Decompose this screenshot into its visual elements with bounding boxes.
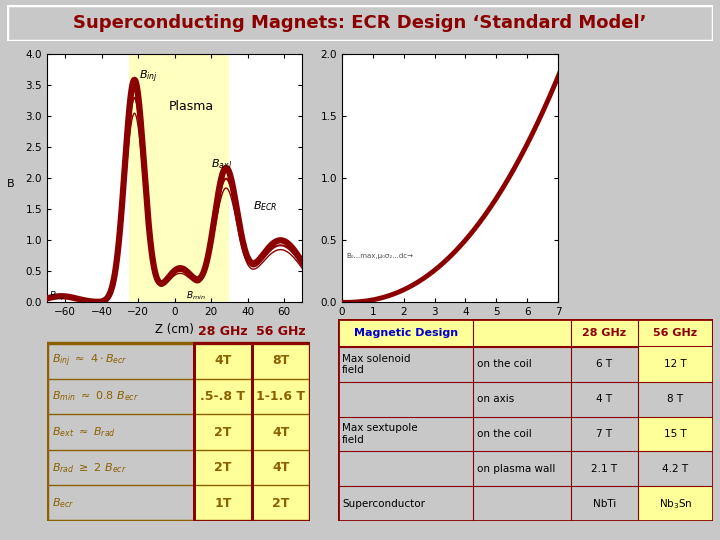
Text: $B_{ECR}$: $B_{ECR}$: [253, 199, 278, 213]
Text: 2.1 T: 2.1 T: [591, 464, 617, 474]
Text: .5-.8 T: .5-.8 T: [200, 390, 246, 403]
Text: 4T: 4T: [214, 354, 232, 367]
Text: on the coil: on the coil: [477, 359, 531, 369]
X-axis label: Z (cm): Z (cm): [156, 323, 194, 336]
Text: 8T: 8T: [272, 354, 289, 367]
Bar: [47, 343, 310, 521]
Text: Plasma: Plasma: [169, 100, 215, 113]
Text: on axis: on axis: [477, 394, 514, 404]
X-axis label: R (cm): R (cm): [431, 323, 469, 336]
Text: 2T: 2T: [214, 426, 232, 438]
Text: $B_{dip}$: $B_{dip}$: [49, 290, 66, 303]
Text: 56 GHz: 56 GHz: [653, 328, 698, 338]
Text: $B_{inj}$: $B_{inj}$: [139, 68, 158, 85]
Text: $B_{min}$: $B_{min}$: [186, 289, 205, 302]
Text: Superconducting Magnets: ECR Design ‘Standard Model’: Superconducting Magnets: ECR Design ‘Sta…: [73, 14, 647, 32]
Bar: [194, 343, 252, 521]
Text: B₀...max,μ₀σ₂...dc→: B₀...max,μ₀σ₂...dc→: [346, 253, 413, 259]
Text: 4T: 4T: [272, 461, 289, 474]
Text: 56 GHz: 56 GHz: [256, 325, 305, 338]
Text: on the coil: on the coil: [477, 429, 531, 439]
Text: 1-1.6 T: 1-1.6 T: [256, 390, 305, 403]
Text: 4 T: 4 T: [596, 394, 612, 404]
Text: 2T: 2T: [214, 461, 232, 474]
Bar: [194, 343, 252, 521]
Text: 12 T: 12 T: [664, 359, 687, 369]
Text: Magnetic Design: Magnetic Design: [354, 328, 458, 338]
Bar: [638, 486, 713, 521]
Bar: [252, 343, 310, 521]
Text: $B_{min}\ \approx\ 0.8\ B_{ecr}$: $B_{min}\ \approx\ 0.8\ B_{ecr}$: [52, 389, 139, 403]
Text: $B_{ecr}$: $B_{ecr}$: [52, 496, 74, 510]
Bar: [129, 54, 230, 302]
Text: NbTi: NbTi: [593, 498, 616, 509]
Text: Max sextupole
field: Max sextupole field: [342, 423, 418, 445]
Text: 4T: 4T: [272, 426, 289, 438]
Text: 8 T: 8 T: [667, 394, 683, 404]
Text: $B_{rad}\ \geq\ 2\ B_{ecr}$: $B_{rad}\ \geq\ 2\ B_{ecr}$: [52, 461, 127, 475]
Text: 2T: 2T: [272, 497, 289, 510]
Bar: [638, 347, 713, 382]
Bar: [338, 319, 713, 347]
Bar: [638, 417, 713, 451]
Text: 15 T: 15 T: [664, 429, 687, 439]
Text: 7 T: 7 T: [596, 429, 612, 439]
Text: B: B: [7, 179, 14, 188]
Text: $B_{ext}\ \approx\ B_{rad}$: $B_{ext}\ \approx\ B_{rad}$: [52, 425, 116, 439]
Text: Max solenoid
field: Max solenoid field: [342, 354, 410, 375]
Text: 4.2 T: 4.2 T: [662, 464, 688, 474]
Text: Nb$_3$Sn: Nb$_3$Sn: [659, 497, 692, 511]
Text: $B_{axl}$: $B_{axl}$: [211, 157, 233, 171]
Text: Superconductor: Superconductor: [342, 498, 425, 509]
Text: $B_{inj}\ \approx\ 4\cdot B_{ecr}$: $B_{inj}\ \approx\ 4\cdot B_{ecr}$: [52, 353, 127, 369]
Text: 28 GHz: 28 GHz: [582, 328, 626, 338]
Text: 6 T: 6 T: [596, 359, 612, 369]
Text: on plasma wall: on plasma wall: [477, 464, 555, 474]
Text: 1T: 1T: [214, 497, 232, 510]
Text: 28 GHz: 28 GHz: [198, 325, 248, 338]
Bar: [252, 343, 310, 521]
